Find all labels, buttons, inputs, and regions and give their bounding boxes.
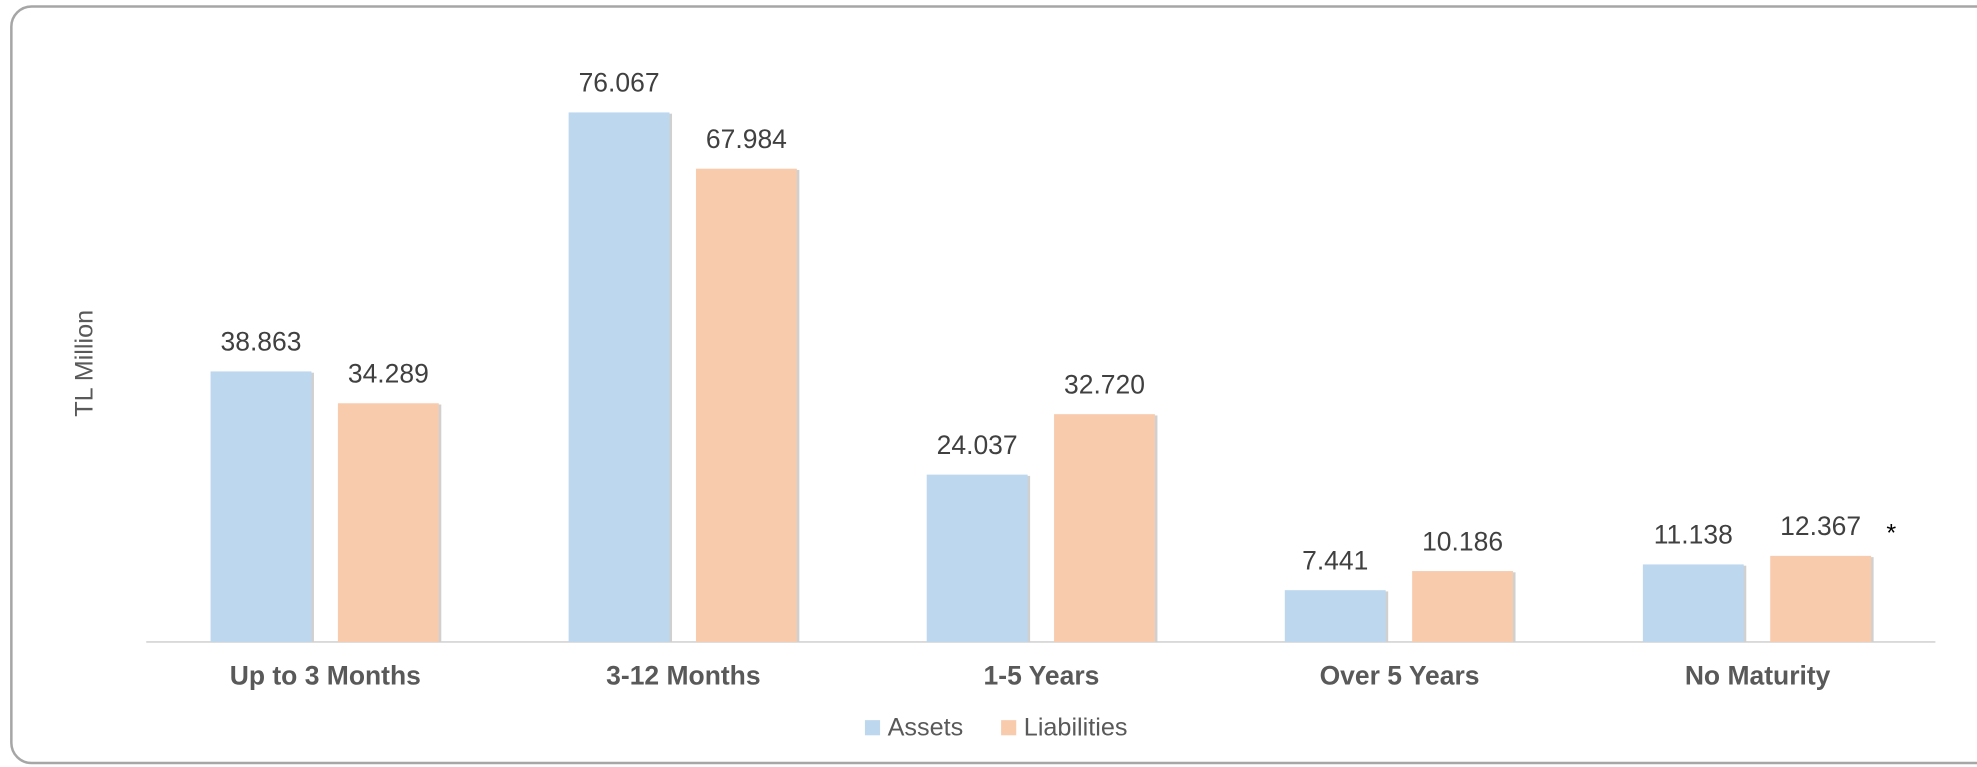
x-tick-label: Over 5 Years — [1320, 660, 1480, 690]
bar — [210, 371, 312, 642]
bar — [1284, 590, 1386, 642]
data-label: 24.037 — [937, 430, 1018, 460]
annotation: * — [1886, 519, 1896, 547]
legend-label: Assets — [888, 714, 964, 742]
data-label: 11.138 — [1654, 520, 1733, 550]
bar — [1412, 571, 1514, 642]
bar — [695, 168, 797, 642]
data-label: 12.367 — [1780, 511, 1861, 541]
data-label: 76.067 — [579, 68, 660, 98]
legend-swatch — [1001, 720, 1017, 736]
bar — [568, 112, 670, 642]
data-label: 10.186 — [1422, 526, 1503, 556]
legend-swatch — [864, 720, 881, 736]
x-tick-label: 1-5 Years — [984, 660, 1100, 690]
data-label: 7.441 — [1302, 545, 1368, 575]
bar — [337, 403, 439, 642]
x-tick-label: No Maturity — [1685, 660, 1831, 690]
x-tick-label: Up to 3 Months — [230, 660, 421, 690]
legend-label: Liabilities — [1024, 714, 1128, 742]
data-label: 34.289 — [348, 359, 429, 389]
data-label: 67.984 — [706, 124, 787, 154]
bar — [1054, 414, 1155, 642]
bar — [1642, 564, 1744, 642]
bar — [926, 474, 1028, 642]
data-label: 32.720 — [1064, 369, 1145, 399]
bar — [1770, 555, 1872, 642]
y-axis-label: TL Million — [70, 310, 98, 417]
x-tick-label: 3-12 Months — [606, 660, 760, 690]
data-label: 38.863 — [221, 327, 302, 357]
